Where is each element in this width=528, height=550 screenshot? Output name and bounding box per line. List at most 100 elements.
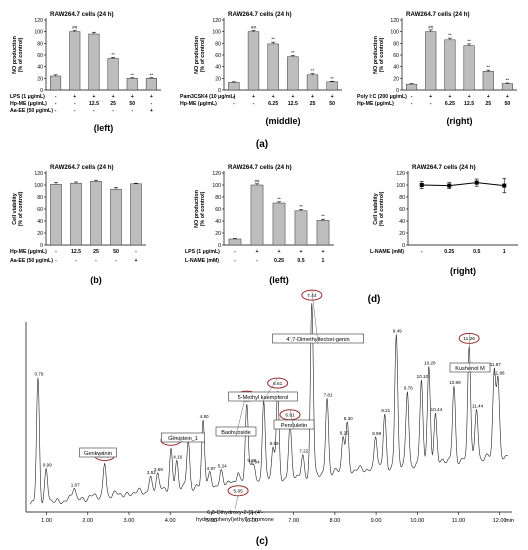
peak-label: 0.79 bbox=[34, 372, 43, 377]
y-tick-label: 40 bbox=[215, 65, 221, 71]
peak-ellipse-label: 5.65 bbox=[233, 489, 243, 495]
y-axis-label: (% of control) bbox=[200, 37, 206, 72]
row-label: Aa-EE (50 μg/mL) bbox=[10, 108, 53, 114]
peak-label: 5.24 bbox=[218, 463, 227, 468]
row-cell: - bbox=[55, 108, 57, 114]
y-axis-label: NO production bbox=[194, 36, 200, 74]
row-label: Poly I:C (200 μg/mL) bbox=[357, 94, 407, 100]
row-cell: - bbox=[115, 258, 117, 264]
row-cell: + bbox=[448, 94, 451, 100]
panel-caption: (left) bbox=[94, 123, 114, 133]
peak-label: 8.20 bbox=[340, 431, 349, 436]
significance-label: ** bbox=[506, 78, 510, 83]
row-cell: - bbox=[55, 94, 57, 100]
row-cell: + bbox=[311, 94, 314, 100]
chromatogram-x-tick-label: 10.00 bbox=[410, 518, 424, 524]
peak-label: 10.89 bbox=[449, 380, 461, 385]
significance-label: ** bbox=[448, 33, 452, 38]
row-cell: - bbox=[55, 101, 57, 107]
row-cell: 50 bbox=[329, 101, 335, 107]
panel-a-middle: RAW264.7 cells (24 h) NO production (% of … bbox=[180, 11, 342, 126]
data-point bbox=[502, 183, 507, 188]
row-cell: - bbox=[135, 249, 137, 255]
panel-title: RAW264.7 cells (24 h) bbox=[50, 11, 114, 18]
compound-annotation: 11.26Kushenol M bbox=[449, 332, 491, 373]
row-cell: - bbox=[112, 108, 114, 114]
y-tick-label: 40 bbox=[37, 219, 43, 225]
y-axis-label: (% of control) bbox=[18, 37, 24, 72]
y-tick-label: 40 bbox=[215, 219, 221, 225]
row-cell: - bbox=[74, 108, 76, 114]
bar bbox=[326, 81, 338, 91]
y-tick-label: 40 bbox=[393, 65, 399, 71]
row-label: Hp-ME (μg/mL) bbox=[357, 101, 394, 107]
chromatogram-x-tick-label: 4.00 bbox=[165, 518, 176, 524]
peak-label: 11.44 bbox=[472, 403, 484, 408]
row-cell: - bbox=[421, 249, 423, 255]
compound-annotation: 2.41Genkwanin bbox=[79, 447, 117, 462]
y-axis-label: Cell viability bbox=[373, 193, 379, 224]
y-tick-label: 0 bbox=[40, 243, 43, 249]
peak-label: 0.99 bbox=[43, 463, 52, 468]
data-point bbox=[447, 183, 452, 188]
significance-label: ** bbox=[330, 76, 334, 81]
y-tick-label: 20 bbox=[215, 76, 221, 82]
chromatogram-x-tick-label: 1.00 bbox=[41, 518, 52, 524]
row-cell: 6.25 bbox=[445, 101, 455, 107]
y-tick-label: 80 bbox=[215, 195, 221, 201]
y-tick-label: 60 bbox=[215, 207, 221, 213]
series-line bbox=[421, 182, 505, 187]
panel-title: RAW264.7 cells (24 h) bbox=[228, 11, 292, 18]
bar bbox=[247, 31, 260, 91]
y-tick-label: 0 bbox=[396, 88, 399, 94]
chromatogram-x-tick-label: 11.00 bbox=[452, 518, 466, 524]
row-cell: + bbox=[299, 249, 302, 255]
chromatogram-x-tick-label: 12.00 bbox=[493, 518, 507, 524]
panel-a-left: RAW264.7 cells (24 h) NO production (% of … bbox=[10, 11, 161, 133]
chromatogram-x-tick-label: 9.00 bbox=[371, 518, 382, 524]
chromatogram-trace bbox=[29, 303, 508, 505]
peak-label: 11.96 bbox=[493, 370, 505, 375]
y-tick-label: 80 bbox=[37, 41, 43, 47]
bar bbox=[145, 78, 157, 91]
row-cell: - bbox=[233, 94, 235, 100]
compound-annotation: 6.91 Penduletin bbox=[273, 409, 315, 430]
peak-label: 10.44 bbox=[431, 407, 443, 412]
y-tick-label: 100 bbox=[212, 183, 221, 189]
panel-caption: (left) bbox=[269, 275, 289, 285]
bar bbox=[501, 83, 513, 91]
y-tick-label: 100 bbox=[212, 30, 221, 36]
peak-label: 4.80 bbox=[200, 414, 209, 419]
peak-label: 1.67 bbox=[71, 482, 80, 487]
row-cell: - bbox=[430, 101, 432, 107]
label-a: (a) bbox=[256, 139, 268, 150]
row-cell: - bbox=[411, 101, 413, 107]
peak-label: 7.81 bbox=[324, 392, 333, 397]
row-cell: + bbox=[150, 94, 153, 100]
row-cell: + bbox=[468, 94, 471, 100]
compound-annotation: 5.65 6,8-Dihydroxy-2-[2-(4'-hydroxyphenyl… bbox=[196, 485, 274, 523]
y-tick-label: 20 bbox=[37, 76, 43, 82]
row-cell: + bbox=[291, 94, 294, 100]
y-tick-label: 100 bbox=[34, 183, 43, 189]
y-axis-label: Cell viability bbox=[12, 193, 18, 224]
y-tick-label: 120 bbox=[212, 171, 221, 177]
row-cell: 25 bbox=[110, 101, 116, 107]
peak-ellipse-label: 6.61 bbox=[273, 381, 283, 387]
bar bbox=[228, 238, 242, 246]
row-cell: - bbox=[55, 249, 57, 255]
row-cell: - bbox=[75, 258, 77, 264]
peak-label: 6.04 bbox=[251, 460, 260, 465]
bar bbox=[88, 33, 100, 91]
compound-annotation: 4.02Genistein_1 bbox=[160, 432, 205, 446]
bar bbox=[250, 184, 264, 246]
y-tick-label: 80 bbox=[399, 195, 405, 201]
compound-name: Penduletin bbox=[281, 423, 307, 429]
peak-ellipse-label: 7.44 bbox=[307, 293, 317, 299]
row-cell: + bbox=[487, 94, 490, 100]
row-cell: + bbox=[272, 94, 275, 100]
peak-label: 6.59 bbox=[270, 441, 279, 446]
compound-annotation: 7.44 4',7-Dimethyltectori-genin bbox=[272, 289, 364, 344]
bar bbox=[69, 31, 81, 91]
y-axis-label: (% of control) bbox=[18, 191, 24, 226]
